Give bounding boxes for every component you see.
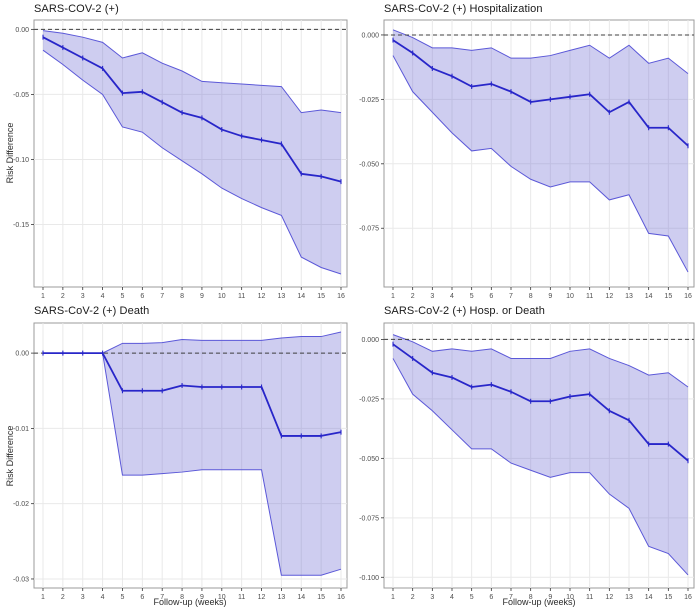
svg-text:5: 5 <box>470 293 474 300</box>
svg-text:7: 7 <box>509 293 513 300</box>
svg-text:14: 14 <box>297 293 305 300</box>
svg-text:3: 3 <box>81 594 85 601</box>
panel-outcome-death: 1 2 3 4 5 6 7 8 9 10 11 12 13 14 15 16 0.00 -0.01 -0.02 -0.… <box>0 300 350 613</box>
svg-text:-0.05: -0.05 <box>13 92 29 99</box>
panel-outcome-hosp-or-death: 1 2 3 4 5 6 7 8 9 10 11 12 13 14 15 16 0.000 -0.025 -0.050… <box>350 300 700 613</box>
svg-text:12: 12 <box>258 293 266 300</box>
svg-text:-0.050: -0.050 <box>359 456 379 463</box>
svg-text:13: 13 <box>625 293 633 300</box>
svg-text:15: 15 <box>664 293 672 300</box>
svg-text:-0.15: -0.15 <box>13 222 29 229</box>
svg-text:6: 6 <box>140 293 144 300</box>
svg-text:9: 9 <box>548 594 552 601</box>
svg-text:0.00: 0.00 <box>15 351 29 358</box>
panel-title: SARS-CoV-2 (+) Hospitalization <box>384 3 543 15</box>
svg-text:15: 15 <box>664 594 672 601</box>
svg-text:2: 2 <box>411 293 415 300</box>
svg-text:8: 8 <box>180 594 184 601</box>
panel-title: SARS-CoV-2 (+) Death <box>34 305 150 317</box>
svg-text:13: 13 <box>278 293 286 300</box>
svg-text:13: 13 <box>278 594 286 601</box>
y-axis-title: Risk Difference <box>5 425 15 487</box>
x-axis-title: Follow-up (weeks) <box>153 597 227 607</box>
svg-text:11: 11 <box>586 293 593 300</box>
svg-text:5: 5 <box>470 594 474 601</box>
svg-text:6: 6 <box>489 594 493 601</box>
svg-text:12: 12 <box>605 594 613 601</box>
svg-text:13: 13 <box>625 594 633 601</box>
svg-text:16: 16 <box>337 594 345 601</box>
plot-area-hospitalization: 1 2 3 4 5 6 7 8 9 10 11 12 13 14 15 160.000-0.025-0.050… <box>359 19 695 300</box>
svg-text:6: 6 <box>489 293 493 300</box>
svg-text:14: 14 <box>645 293 653 300</box>
svg-text:4: 4 <box>101 594 105 601</box>
svg-text:11: 11 <box>238 594 245 601</box>
svg-text:0.000: 0.000 <box>361 337 379 344</box>
svg-text:9: 9 <box>548 293 552 300</box>
svg-text:10: 10 <box>218 293 226 300</box>
svg-text:3: 3 <box>81 293 85 300</box>
svg-text:4: 4 <box>101 293 105 300</box>
svg-text:8: 8 <box>529 293 533 300</box>
svg-text:9: 9 <box>200 293 204 300</box>
svg-text:10: 10 <box>218 594 226 601</box>
svg-text:10: 10 <box>566 594 574 601</box>
svg-text:6: 6 <box>140 594 144 601</box>
svg-text:2: 2 <box>61 293 65 300</box>
svg-text:1: 1 <box>41 594 45 601</box>
svg-text:-0.025: -0.025 <box>359 97 379 104</box>
svg-text:12: 12 <box>605 293 613 300</box>
svg-text:16: 16 <box>684 293 692 300</box>
x-axis-title: Follow-up (weeks) <box>502 597 576 607</box>
panel-outcome-hospitalization: 1 2 3 4 5 6 7 8 9 10 11 12 13 14 15 16 0.000 -0.025 -0.050… <box>350 0 700 300</box>
svg-text:15: 15 <box>317 293 325 300</box>
svg-text:-0.03: -0.03 <box>13 576 29 583</box>
svg-text:14: 14 <box>297 594 305 601</box>
svg-text:12: 12 <box>258 594 266 601</box>
svg-text:16: 16 <box>684 594 692 601</box>
plot-area-death: 1 2 3 4 5 6 7 8 9 10 11 12 13 14 15 160.00-0.01-0.02-0.… <box>13 322 348 601</box>
svg-text:11: 11 <box>238 293 245 300</box>
svg-text:-0.01: -0.01 <box>13 426 29 433</box>
svg-text:-0.050: -0.050 <box>359 161 379 168</box>
svg-text:1: 1 <box>41 293 45 300</box>
svg-text:11: 11 <box>586 594 593 601</box>
panel-title: SARS-COV-2 (+) <box>34 3 119 15</box>
svg-text:-0.100: -0.100 <box>359 575 379 582</box>
svg-text:-0.075: -0.075 <box>359 226 379 233</box>
svg-text:-0.10: -0.10 <box>13 157 29 164</box>
svg-text:0.000: 0.000 <box>361 32 379 39</box>
svg-text:2: 2 <box>61 594 65 601</box>
svg-text:4: 4 <box>450 293 454 300</box>
svg-text:16: 16 <box>337 293 345 300</box>
svg-text:8: 8 <box>180 293 184 300</box>
svg-text:2: 2 <box>411 594 415 601</box>
plot-area-hosp-or-death: 1 2 3 4 5 6 7 8 9 10 11 12 13 14 15 160.000-0.025-0.050… <box>359 322 695 601</box>
plot-area-infection: 1 2 3 4 5 6 7 8 9 10 11 12 13 14 15 160.00-0.05-0.10-0.… <box>13 19 348 300</box>
svg-text:15: 15 <box>317 594 325 601</box>
svg-text:10: 10 <box>566 293 574 300</box>
svg-text:5: 5 <box>121 594 125 601</box>
svg-text:4: 4 <box>450 594 454 601</box>
svg-text:1: 1 <box>391 293 395 300</box>
svg-text:0.00: 0.00 <box>15 27 29 34</box>
y-axis-title: Risk Difference <box>5 122 15 184</box>
svg-text:-0.075: -0.075 <box>359 515 379 522</box>
svg-text:7: 7 <box>160 293 164 300</box>
svg-text:8: 8 <box>529 594 533 601</box>
svg-text:3: 3 <box>430 594 434 601</box>
panel-outcome-infection: 1 2 3 4 5 6 7 8 9 10 11 12 13 14 15 16 0.00 -0.05 -0.10 -0.… <box>0 0 350 300</box>
svg-text:5: 5 <box>121 293 125 300</box>
svg-text:3: 3 <box>430 293 434 300</box>
svg-text:1: 1 <box>391 594 395 601</box>
panel-title: SARS-CoV-2 (+) Hosp. or Death <box>384 305 545 317</box>
svg-text:14: 14 <box>645 594 653 601</box>
svg-text:-0.02: -0.02 <box>13 501 29 508</box>
svg-text:7: 7 <box>509 594 513 601</box>
svg-text:7: 7 <box>160 594 164 601</box>
svg-text:-0.025: -0.025 <box>359 396 379 403</box>
svg-text:9: 9 <box>200 594 204 601</box>
